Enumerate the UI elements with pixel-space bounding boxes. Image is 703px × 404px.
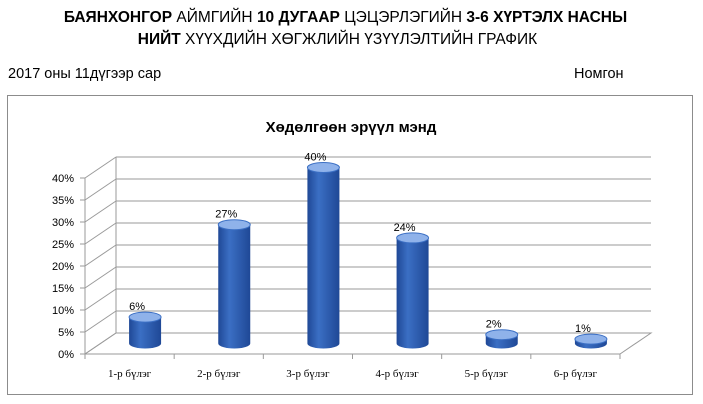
bar-chart: Хөдөлгөөн эрүүл мэнд 0% 5% 10% 15% 20% 25% 30% 3… [52,119,653,380]
bar-top [485,329,519,341]
report-author: Номгон [574,66,624,82]
bar [306,162,340,349]
x-category-label: 1-р бүлэг [108,368,152,380]
y-tick-label: 35% [52,195,74,207]
y-tick-label: 15% [52,283,74,295]
report-title-line-2: НИЙТ ХҮҮХДИЙН ХӨГЖЛИЙН ҮЗҮҮЛЭЛТИЙН ГРАФИ… [0,31,689,49]
title-segment: ХҮҮХДИЙН ХӨГЖЛИЙН ҮЗҮҮЛЭЛТИЙН ГРАФИК [180,31,538,48]
title-segment: ЦЭЦЭРЛЭГИЙН [339,9,467,26]
gridline-depth [84,244,117,267]
bar-top [396,232,430,244]
bar [217,219,251,349]
gridline-depth [84,178,117,201]
x-category-label: 6-р бүлэг [554,368,598,380]
x-category-label: 2-р бүлэг [197,368,241,380]
report-title-line-1: БАЯНХОНГОР АЙМГИЙН 10 ДУГААР ЦЭЦЭРЛЭГИЙН… [0,9,697,27]
data-label: 24% [394,222,416,234]
y-tick-label: 5% [58,327,74,339]
title-segment: АЙМГИЙН [172,9,257,26]
y-tick-label: 25% [52,239,74,251]
data-label: 1% [575,323,591,335]
bar [128,311,162,349]
title-segment: БАЯНХОНГОР [63,9,173,26]
title-segment: НИЙТ [137,31,181,48]
bar [396,232,430,349]
chart-container: Хөдөлгөөн эрүүл мэнд 0% 5% 10% 15% 20% 25% 30% 3… [7,95,693,395]
gridline-depth [84,288,117,311]
report-date: 2017 оны 11дүгээр сар [8,66,162,82]
data-label: 6% [129,301,145,313]
data-label: 40% [304,152,326,164]
bar-top [128,311,162,323]
bar-body [218,224,251,349]
y-tick-label: 20% [52,261,74,273]
y-tick-label: 40% [52,173,74,185]
gridline-depth [84,222,117,245]
y-tick-label: 30% [52,217,74,229]
x-category-label: 4-р бүлэг [375,368,419,380]
bar [574,333,608,349]
x-category-label: 3-р бүлэг [286,368,330,380]
bar-body [129,317,162,349]
bar-top [306,162,340,173]
title-segment: 10 ДУГААР [256,9,340,26]
gridline-depth [84,156,117,179]
chart-title: Хөдөлгөөн эрүүл мэнд [266,119,437,136]
x-category-label: 5-р бүлэг [465,368,509,380]
gridline-depth [84,266,117,289]
bar-top [217,219,251,231]
bar-body [307,167,340,349]
gridline-depth [84,200,117,223]
title-segment: 3-6 ХҮРТЭЛХ НАСНЫ [466,9,628,26]
gridline-depth [84,310,117,333]
bar [485,329,519,349]
bar-top [574,333,608,345]
data-label: 2% [486,319,502,331]
data-label: 27% [215,209,237,221]
y-tick-label: 10% [52,305,74,317]
chart-floor [83,332,653,355]
bar-body [396,237,429,349]
y-tick-label: 0% [58,349,74,361]
